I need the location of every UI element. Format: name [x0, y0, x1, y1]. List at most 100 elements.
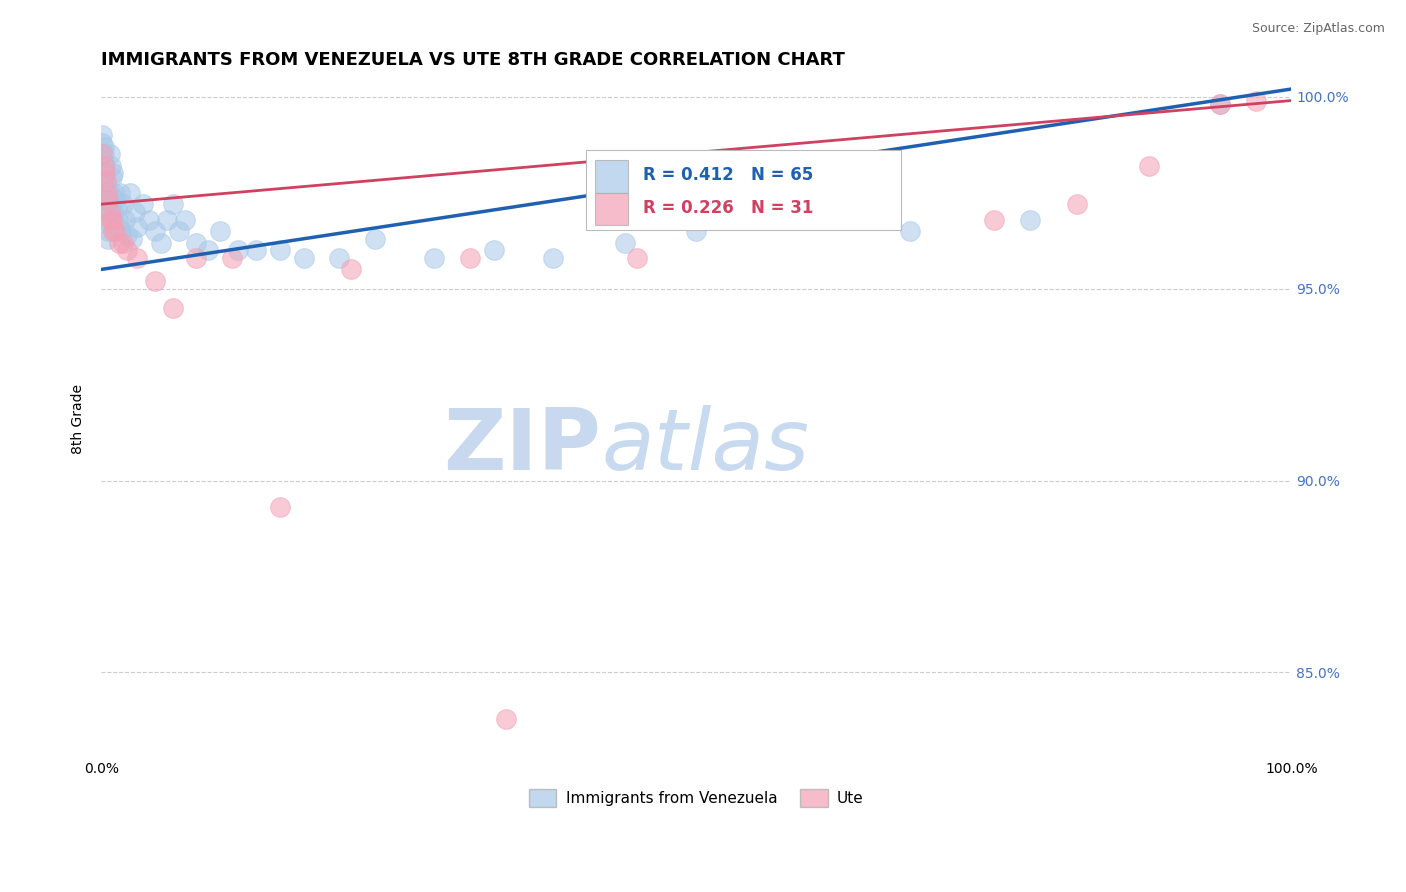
Point: [269, 500, 291, 515]
Point: [423, 251, 446, 265]
Point: [100, 159, 122, 173]
Point: [173, 212, 195, 227]
Point: [983, 212, 1005, 227]
Point: [245, 244, 267, 258]
Point: [138, 212, 160, 227]
Point: [117, 227, 139, 242]
Point: [900, 224, 922, 238]
Text: ZIP: ZIP: [443, 405, 600, 488]
Point: [91, 136, 114, 150]
Bar: [595, 193, 628, 226]
Point: [96, 205, 118, 219]
Point: [1209, 97, 1232, 112]
Point: [91, 147, 114, 161]
Legend: Immigrants from Venezuela, Ute: Immigrants from Venezuela, Ute: [523, 782, 870, 814]
Point: [103, 186, 125, 200]
Point: [162, 197, 184, 211]
Point: [111, 197, 134, 211]
Point: [108, 235, 131, 250]
Point: [97, 232, 120, 246]
Point: [101, 209, 124, 223]
Point: [125, 251, 148, 265]
Point: [1209, 97, 1232, 112]
Point: [162, 301, 184, 315]
Point: [292, 251, 315, 265]
Point: [105, 201, 128, 215]
Point: [94, 174, 117, 188]
Point: [613, 235, 636, 250]
Point: [111, 235, 134, 250]
Point: [98, 205, 121, 219]
Point: [1018, 212, 1040, 227]
Point: [110, 186, 132, 200]
Point: [96, 197, 118, 211]
Point: [685, 224, 707, 238]
Point: [1066, 197, 1088, 211]
Point: [101, 205, 124, 219]
Point: [101, 166, 124, 180]
Point: [104, 224, 127, 238]
Point: [100, 197, 122, 211]
Point: [543, 251, 565, 265]
Point: [482, 244, 505, 258]
Point: [780, 212, 803, 227]
Point: [197, 244, 219, 258]
Point: [340, 262, 363, 277]
Point: [101, 170, 124, 185]
Point: [93, 147, 115, 161]
Point: [733, 186, 755, 200]
Point: [118, 186, 141, 200]
Point: [149, 235, 172, 250]
Point: [132, 197, 155, 211]
Point: [458, 251, 481, 265]
Point: [167, 224, 190, 238]
Point: [97, 224, 120, 238]
Point: [96, 186, 118, 200]
Point: [114, 212, 136, 227]
Point: [100, 212, 122, 227]
Point: [94, 166, 117, 180]
Point: [1137, 159, 1160, 173]
Bar: [595, 161, 628, 193]
Point: [93, 139, 115, 153]
Point: [209, 224, 232, 238]
FancyBboxPatch shape: [585, 150, 901, 230]
Point: [96, 212, 118, 227]
Point: [863, 212, 886, 227]
Point: [226, 244, 249, 258]
Point: [143, 224, 166, 238]
Point: [94, 166, 117, 180]
Point: [97, 216, 120, 230]
Text: Source: ZipAtlas.com: Source: ZipAtlas.com: [1251, 22, 1385, 36]
Point: [626, 251, 648, 265]
Point: [269, 244, 291, 258]
Point: [156, 212, 179, 227]
Point: [110, 224, 132, 238]
Point: [98, 147, 121, 161]
Point: [94, 194, 117, 208]
Point: [104, 194, 127, 208]
Point: [364, 232, 387, 246]
Point: [94, 182, 117, 196]
Text: R = 0.226   N = 31: R = 0.226 N = 31: [643, 199, 813, 217]
Point: [121, 232, 143, 246]
Point: [107, 212, 129, 227]
Point: [94, 186, 117, 200]
Text: atlas: atlas: [600, 405, 808, 488]
Point: [1244, 94, 1267, 108]
Point: [101, 212, 124, 227]
Point: [495, 712, 517, 726]
Point: [94, 159, 117, 173]
Point: [91, 128, 114, 142]
Point: [117, 244, 139, 258]
Point: [186, 251, 208, 265]
Text: IMMIGRANTS FROM VENEZUELA VS UTE 8TH GRADE CORRELATION CHART: IMMIGRANTS FROM VENEZUELA VS UTE 8TH GRA…: [101, 51, 845, 69]
Y-axis label: 8th Grade: 8th Grade: [72, 384, 86, 454]
Point: [143, 274, 166, 288]
Point: [125, 220, 148, 235]
Point: [93, 155, 115, 169]
Text: R = 0.412   N = 65: R = 0.412 N = 65: [643, 166, 813, 185]
Point: [97, 194, 120, 208]
Point: [186, 235, 208, 250]
Point: [101, 224, 124, 238]
